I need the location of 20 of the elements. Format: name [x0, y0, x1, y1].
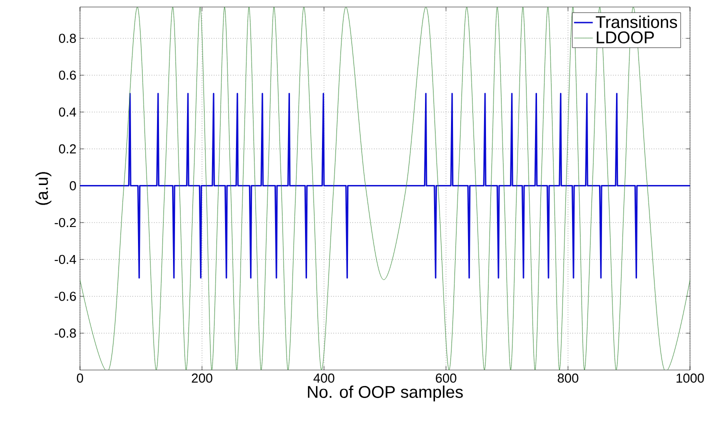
x-tick-label: 800 [558, 374, 578, 383]
x-tick-label: 400 [313, 374, 334, 383]
line-series [80, 7, 690, 370]
x-axis-title: No. of OOP samples [308, 386, 463, 402]
y-tick-label: 0.8 [58, 34, 76, 43]
y-axis-title: (a.u) [36, 172, 52, 205]
legend-label: LDOOP [596, 31, 654, 44]
x-tick-label: 1000 [676, 374, 704, 383]
y-tick-label: 0.4 [58, 107, 76, 117]
x-tick-label: 600 [436, 374, 456, 383]
x-tick-label: 0 [76, 374, 84, 383]
y-tick-label: -0.8 [54, 328, 76, 338]
y-tick-label: 0.2 [58, 144, 76, 154]
y-tick-label: -0.4 [54, 254, 76, 264]
y-tick-label: -0.2 [54, 218, 76, 228]
y-tick-label: 0 [70, 181, 76, 190]
legend-label: Transitions [596, 16, 678, 28]
y-tick-label: 0.6 [58, 70, 76, 80]
y-tick-label: -0.6 [54, 292, 76, 301]
x-tick-label: 200 [192, 374, 212, 383]
